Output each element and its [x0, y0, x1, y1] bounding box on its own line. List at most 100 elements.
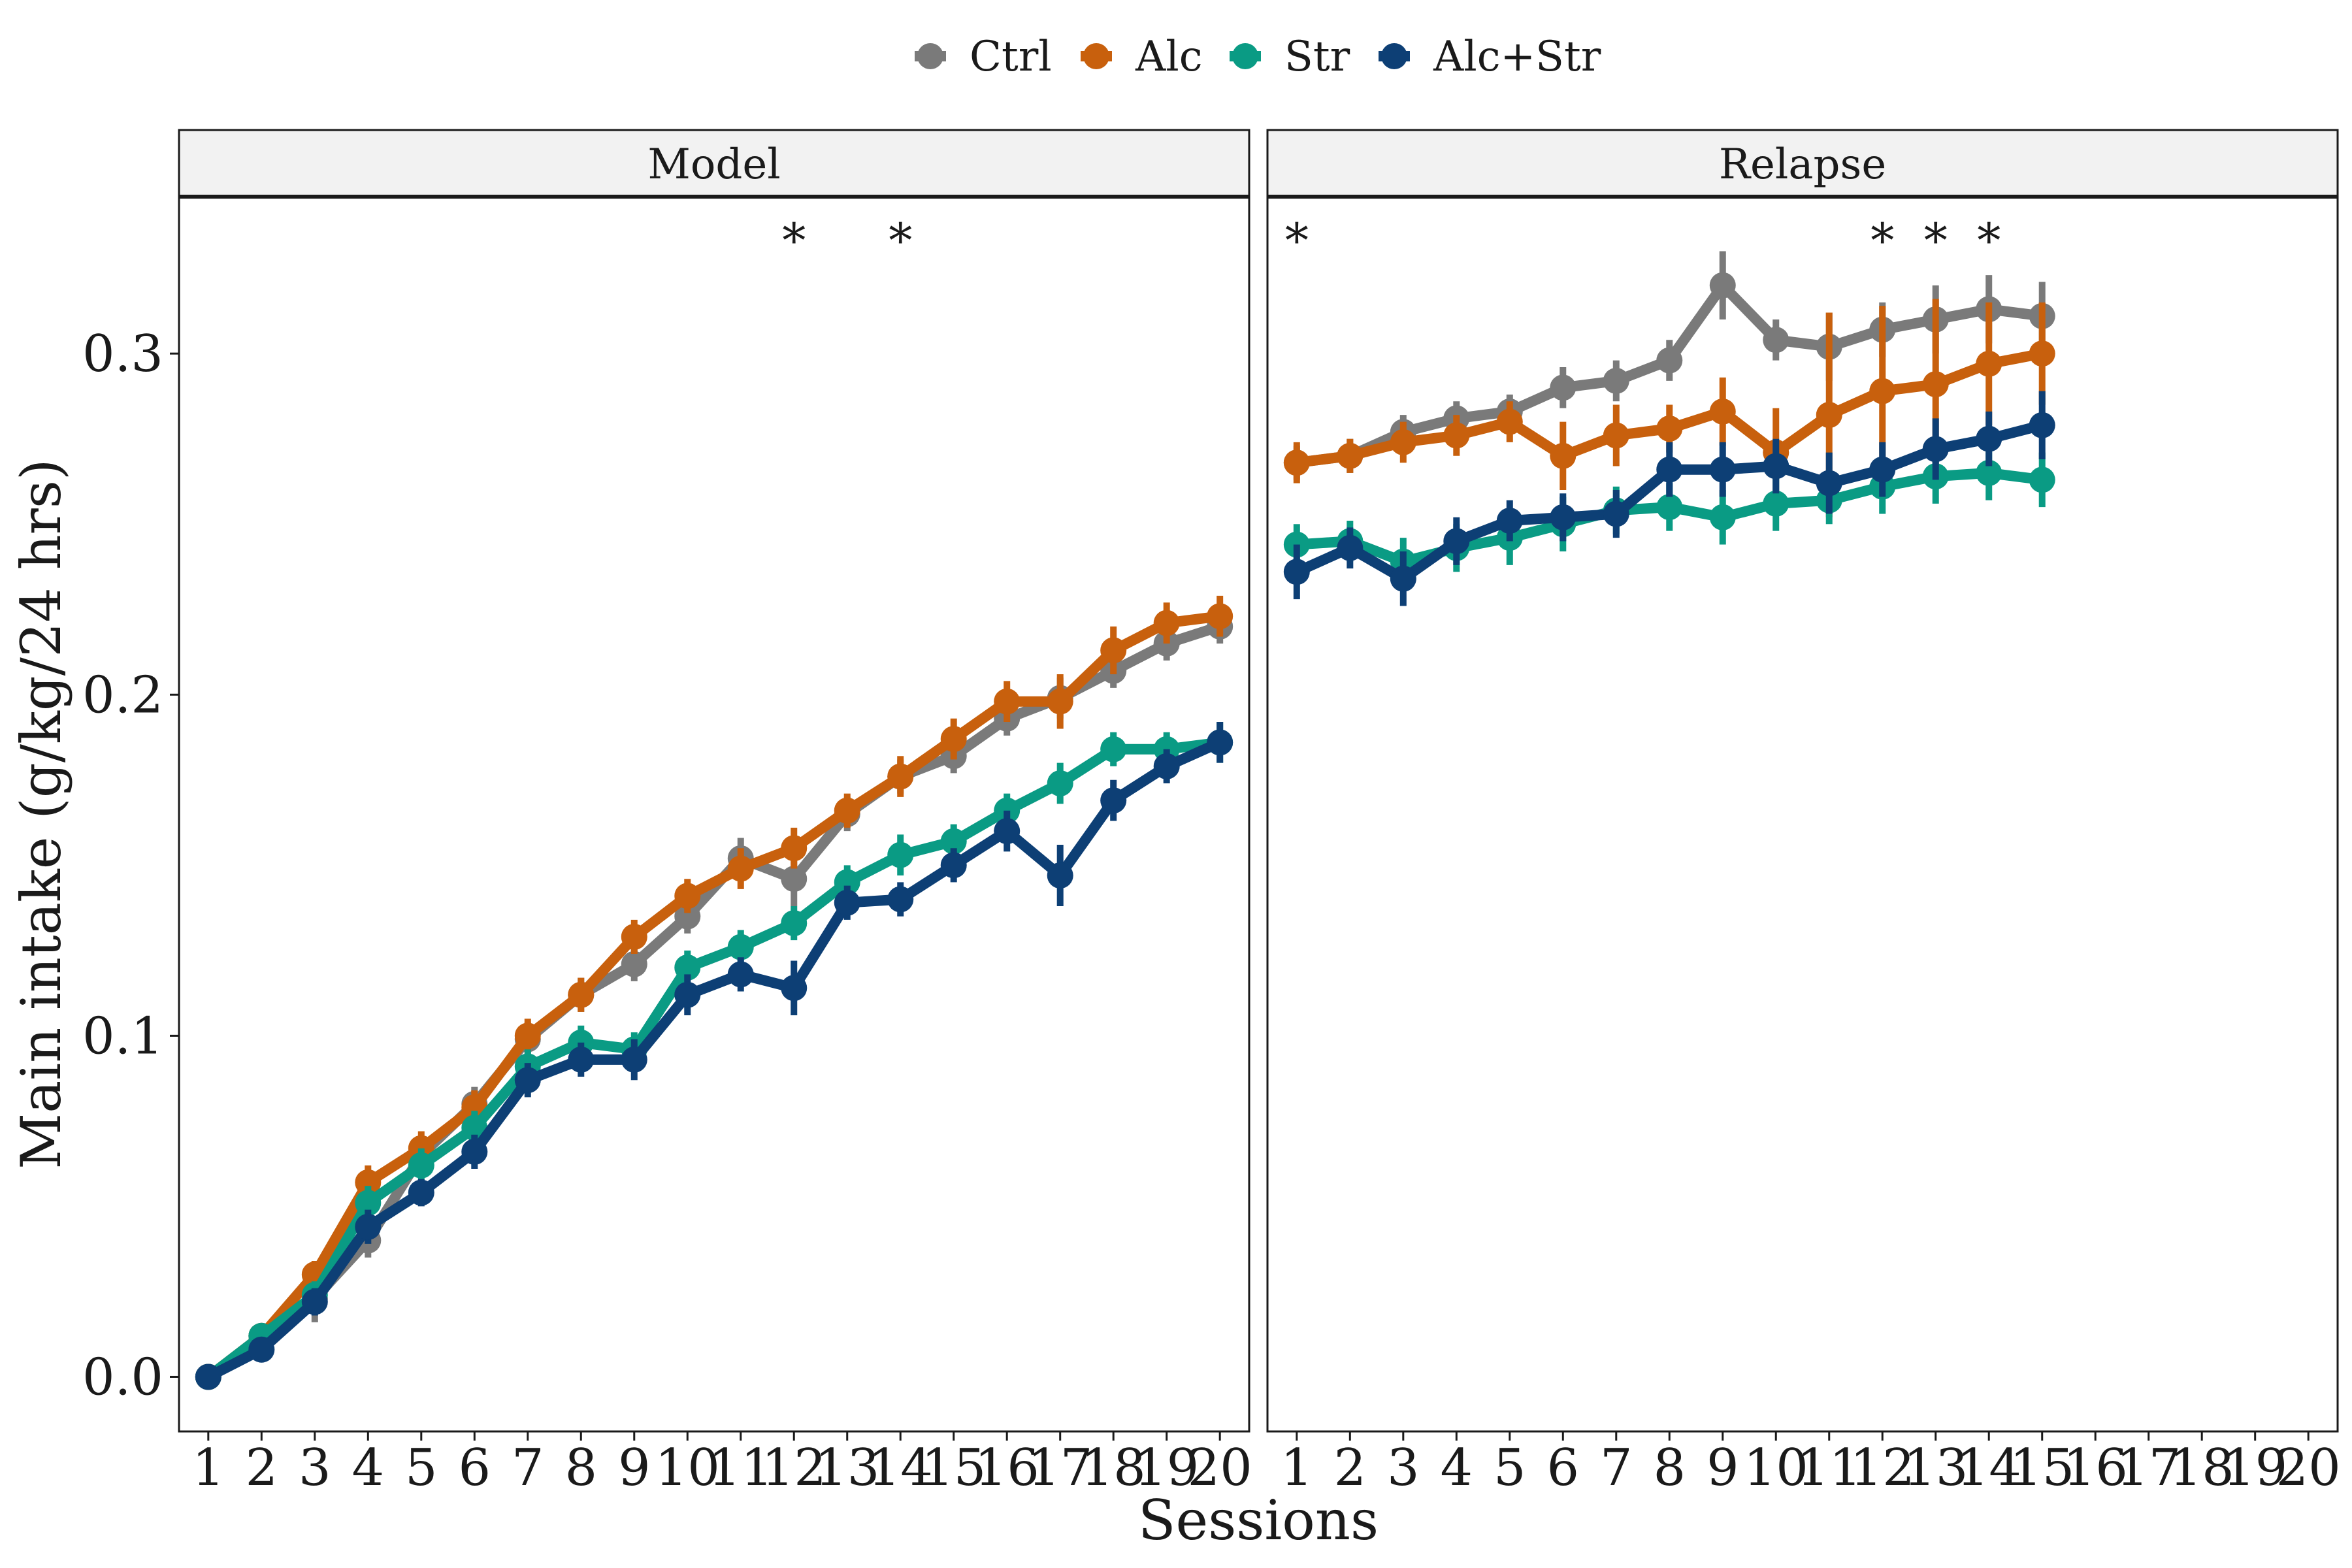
- data-point: [1047, 688, 1073, 715]
- x-tick-label: 5: [1494, 1439, 1526, 1497]
- data-point: [408, 1152, 434, 1179]
- y-axis: 0.0 0.1 0.2 0.3: [82, 325, 179, 1407]
- data-point: [674, 883, 701, 909]
- x-tick-label: 2: [1333, 1439, 1366, 1497]
- data-point: [1100, 736, 1127, 762]
- x-tick-label: 4: [1440, 1439, 1473, 1497]
- data-point: [568, 981, 595, 1008]
- x-tick-label: 20: [1188, 1439, 1252, 1497]
- data-point: [1816, 470, 1842, 497]
- panel-relapse: Relapse * * * * 1 2 3 4 5 6 7 8 9 101112131415161718…: [1266, 129, 2341, 1497]
- data-point: [355, 1169, 382, 1196]
- panel-strip-model: [178, 129, 1250, 199]
- data-point: [940, 828, 967, 855]
- series-group-relapse: [1283, 251, 2055, 606]
- y-tick-label: 0.3: [82, 325, 163, 384]
- data-point: [355, 1213, 382, 1240]
- series-group-model: [195, 595, 1233, 1390]
- data-point: [1443, 422, 1470, 449]
- data-point: [1603, 500, 1629, 527]
- data-point: [1709, 398, 1736, 425]
- y-tick-label: 0.0: [82, 1348, 163, 1407]
- data-point: [1656, 456, 1683, 483]
- x-tick-label: 16: [2063, 1439, 2128, 1497]
- x-tick-label: 19: [2223, 1439, 2287, 1497]
- legend-label-ctrl: Ctrl: [970, 33, 1052, 81]
- data-point: [1763, 453, 1789, 480]
- x-tick-label: 3: [299, 1439, 331, 1497]
- significance-marker: *: [1924, 213, 1948, 268]
- data-point: [355, 1190, 382, 1217]
- data-point: [1976, 425, 2002, 452]
- data-point: [940, 852, 967, 879]
- data-point: [1283, 559, 1310, 585]
- data-point: [1816, 402, 1842, 429]
- legend-label-alc-str: Alc+Str: [1433, 33, 1601, 81]
- legend: Ctrl Alc Str Alc+Str: [915, 33, 1601, 81]
- x-tick-label: 14: [868, 1439, 933, 1497]
- data-point: [834, 869, 860, 896]
- data-point: [621, 951, 647, 977]
- data-point: [1922, 436, 1949, 463]
- x-tick-label: 9: [1707, 1439, 1739, 1497]
- data-point: [1603, 367, 1629, 394]
- data-point: [994, 688, 1021, 715]
- data-point: [2029, 412, 2055, 438]
- significance-marker: *: [1870, 213, 1894, 268]
- x-tick-label: 3: [1387, 1439, 1420, 1497]
- data-point: [887, 841, 914, 868]
- data-point: [1869, 456, 1896, 483]
- x-tick-label: 6: [458, 1439, 491, 1497]
- data-point: [621, 1046, 647, 1073]
- significance-marker: *: [782, 213, 806, 268]
- x-tick-label: 4: [351, 1439, 384, 1497]
- y-axis-title: Main intake (g/kg/24 hrs): [9, 459, 73, 1169]
- data-point: [514, 1022, 541, 1049]
- x-axis-title: Sessions: [1138, 1488, 1379, 1552]
- data-point: [248, 1336, 275, 1363]
- data-point: [1207, 729, 1233, 756]
- legend-key-marker-alc: [1083, 43, 1109, 69]
- legend-item-ctrl: Ctrl: [915, 33, 1052, 81]
- data-point: [674, 903, 701, 930]
- data-point: [1496, 507, 1523, 534]
- data-point: [1047, 862, 1073, 889]
- data-point: [2029, 340, 2055, 367]
- x-tick-label: 10: [655, 1439, 720, 1497]
- legend-item-alc-str: Alc+Str: [1379, 33, 1601, 81]
- x-tick-label: 5: [405, 1439, 438, 1497]
- x-tick-label: 18: [2170, 1439, 2234, 1497]
- x-tick-label: 7: [1600, 1439, 1633, 1497]
- data-point: [727, 934, 754, 960]
- x-tick-label: 13: [1903, 1439, 1968, 1497]
- data-point: [1976, 350, 2002, 377]
- annotations-relapse: * * * *: [1285, 213, 2001, 268]
- x-tick-label: 12: [762, 1439, 826, 1497]
- data-point: [1390, 565, 1416, 592]
- x-tick-label: 14: [1957, 1439, 2021, 1497]
- plot-area-relapse: [1266, 195, 2339, 1433]
- x-tick-label: 8: [564, 1439, 597, 1497]
- legend-key-marker-str: [1232, 43, 1258, 69]
- data-point: [1763, 327, 1789, 353]
- data-point: [674, 954, 701, 981]
- significance-marker: *: [889, 213, 912, 268]
- legend-label-str: Str: [1284, 33, 1350, 81]
- significance-marker: *: [1285, 213, 1309, 268]
- y-tick-label: 0.1: [82, 1007, 163, 1066]
- series-model-alc-str: [195, 722, 1233, 1390]
- data-point: [461, 1138, 488, 1165]
- data-point: [781, 910, 808, 937]
- x-tick-label: 18: [1081, 1439, 1146, 1497]
- data-point: [1603, 422, 1629, 449]
- data-point: [1337, 442, 1364, 469]
- data-point: [834, 797, 860, 824]
- x-tick-label: 9: [618, 1439, 651, 1497]
- data-point: [1100, 637, 1127, 664]
- panel-title-model: Model: [647, 140, 780, 189]
- y-tick-label: 0.2: [82, 666, 163, 725]
- annotations-model: * *: [782, 213, 912, 268]
- data-point: [1869, 378, 1896, 404]
